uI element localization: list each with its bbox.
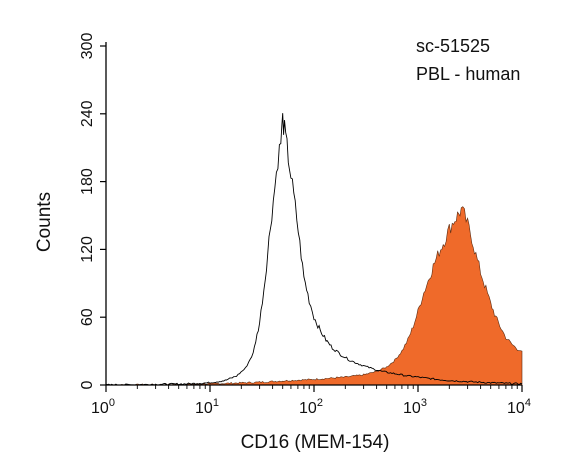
- x-tick-label: 103: [403, 397, 427, 417]
- x-tick-label: 104: [507, 397, 531, 417]
- x-tick-label: 101: [195, 397, 219, 417]
- x-axis-title: CD16 (MEM-154): [241, 432, 390, 453]
- y-tick-label: 240: [79, 100, 96, 127]
- y-tick-label: 60: [79, 308, 96, 326]
- y-tick-label: 0: [79, 380, 96, 389]
- x-tick-label: 102: [299, 397, 323, 417]
- stained-histogram: [105, 206, 523, 386]
- y-tick-label: 120: [79, 236, 96, 263]
- control-histogram: [105, 113, 523, 386]
- y-tick-label: 180: [79, 168, 96, 195]
- y-axis-title: Counts: [34, 192, 55, 252]
- x-tick-label: 100: [91, 397, 115, 417]
- plot-area: [105, 113, 523, 386]
- y-tick-label: 300: [79, 33, 96, 60]
- annotation-line-1: sc-51525: [416, 36, 490, 56]
- annotation-line-2: PBL - human: [416, 64, 520, 84]
